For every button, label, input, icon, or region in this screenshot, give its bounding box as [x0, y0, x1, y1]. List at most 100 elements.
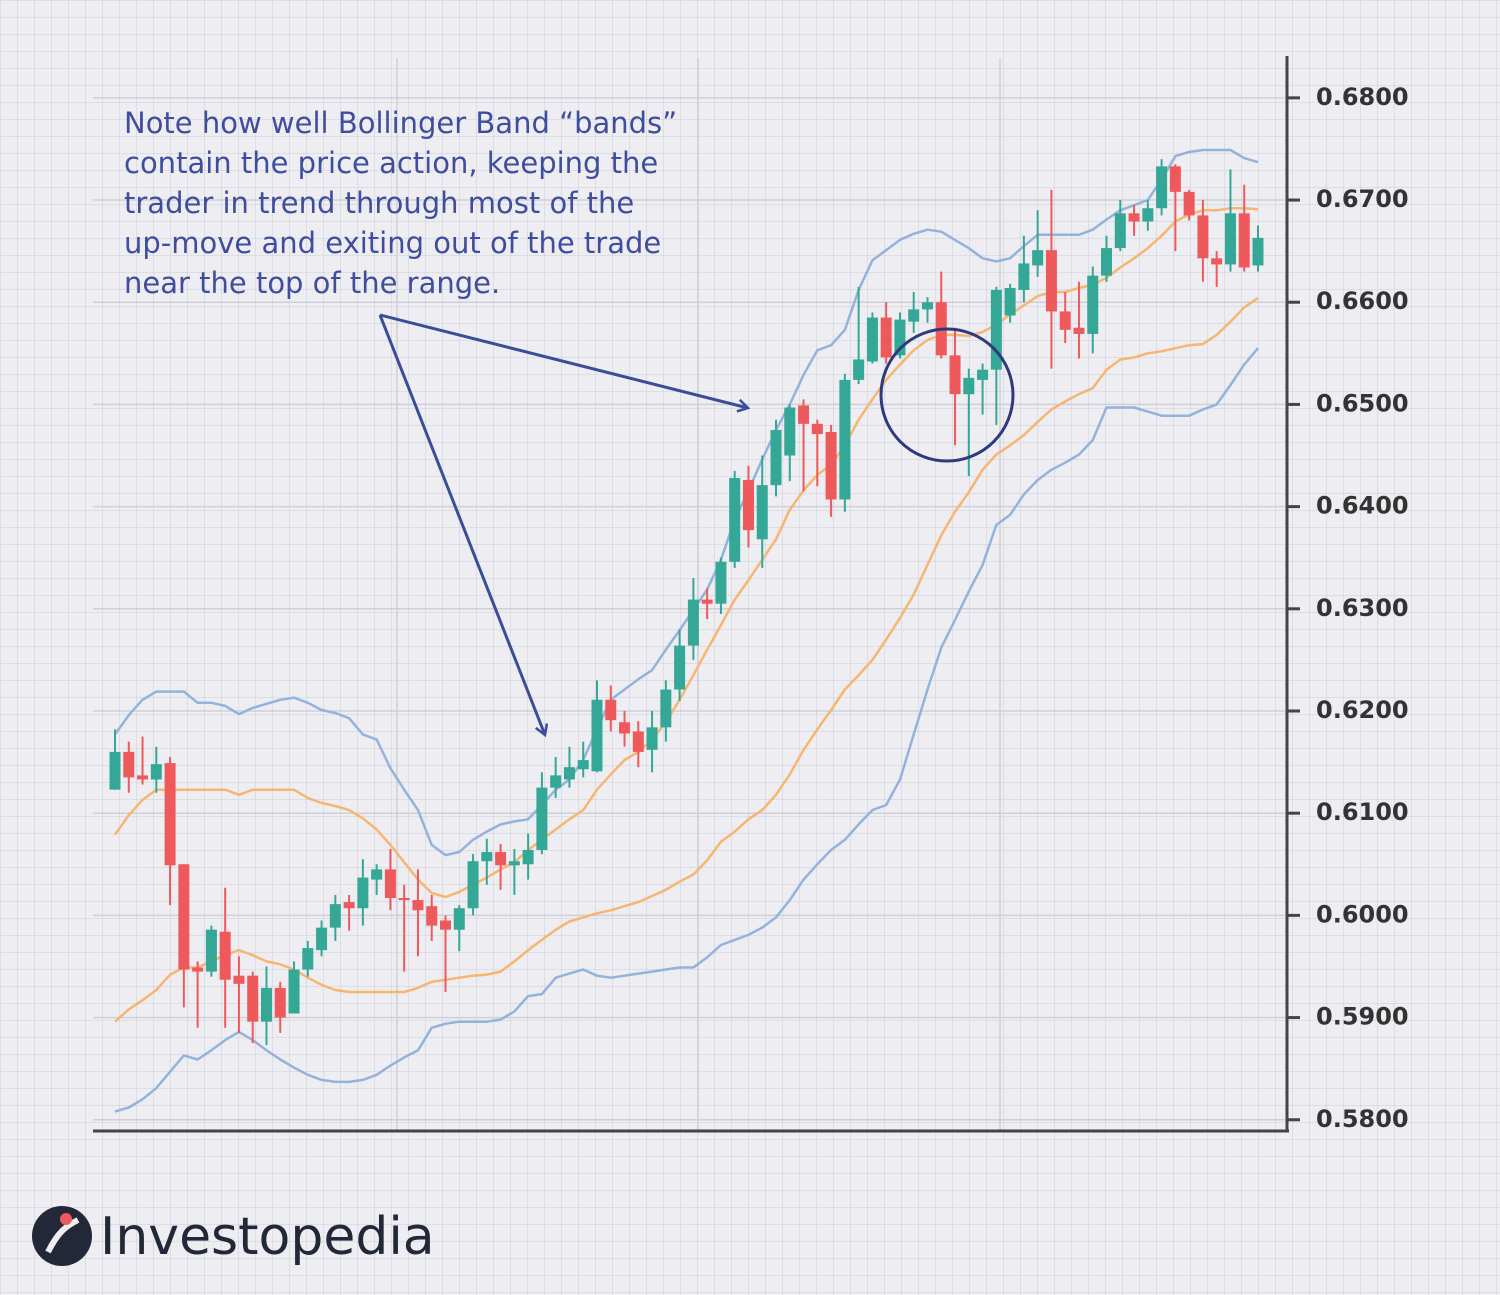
candle-body [1197, 215, 1209, 259]
candle-body [1252, 237, 1264, 266]
candle-body [660, 689, 672, 728]
y-tick-label: 0.6200 [1316, 696, 1409, 724]
candle-body [1142, 208, 1154, 222]
candle-body [825, 432, 837, 500]
candle-body [178, 864, 190, 970]
candle-body [495, 852, 507, 866]
candle-body [1101, 248, 1113, 276]
candle-body [990, 289, 1002, 370]
candle-body [1128, 213, 1140, 222]
candle-body [550, 775, 562, 788]
candle-body [1238, 213, 1250, 268]
candle-body [701, 599, 713, 604]
candle-body [1045, 250, 1057, 312]
candle-body [522, 849, 534, 865]
logo-dot [60, 1213, 72, 1225]
y-tick-label: 0.5800 [1316, 1105, 1409, 1133]
candle-body [1156, 166, 1168, 209]
candle-body [508, 861, 520, 866]
candle-body [150, 764, 162, 780]
candle-body [591, 699, 603, 772]
y-tick-label: 0.6000 [1316, 900, 1409, 928]
candle-body [563, 767, 575, 780]
candle-body [288, 969, 300, 1014]
candle-body [343, 902, 355, 909]
candle-body [1169, 166, 1181, 192]
candle-body [646, 727, 658, 750]
candle-body [481, 852, 493, 862]
candle-body [1032, 250, 1044, 266]
candle-body [977, 369, 989, 380]
candle-body [619, 722, 631, 734]
band-line [114, 297, 1259, 1023]
candle-body [811, 423, 823, 435]
candle-body [729, 478, 741, 562]
logo-text: Investopedia [100, 1207, 435, 1267]
candle-body [192, 967, 204, 972]
candle-body [219, 931, 231, 980]
candle-body [1004, 287, 1016, 316]
candle-body [605, 699, 617, 721]
candle-body [164, 763, 176, 866]
highlight-circle [879, 327, 1015, 463]
candle-body [1073, 327, 1085, 334]
y-tick-label: 0.6300 [1316, 594, 1409, 622]
candle-body [412, 900, 424, 911]
arrow [379, 313, 748, 408]
candle-body [784, 407, 796, 456]
annotation-line: up-move and exiting out of the trade [124, 226, 661, 260]
candle-body [632, 731, 644, 752]
candles [109, 159, 1264, 1046]
candle-body [123, 751, 135, 778]
candle-body [357, 877, 369, 909]
y-tick-label: 0.6800 [1316, 83, 1409, 111]
candle-body [274, 987, 286, 1018]
candle-body [384, 869, 396, 899]
candle-body [1114, 213, 1126, 249]
logo-stroke [45, 1217, 80, 1254]
band-line [113, 206, 1259, 899]
candle-body [536, 787, 548, 850]
candle-body [866, 317, 878, 362]
candle-body [371, 869, 383, 880]
candle-body [1224, 213, 1236, 265]
candle-body [205, 929, 217, 972]
y-tick-label: 0.6400 [1316, 492, 1409, 520]
annotation-line: near the top of the range. [124, 266, 500, 300]
annotation-line: trader in trend through most of the [124, 186, 634, 220]
annotation-line: contain the price action, keeping the [124, 146, 658, 180]
candle-body [316, 927, 328, 951]
candle-body [426, 906, 438, 926]
candle-body [853, 359, 865, 380]
candle-body [715, 561, 727, 604]
candle-body [756, 485, 768, 540]
annotation-line: Note how well Bollinger Band “bands” [124, 106, 677, 140]
candle-body [260, 987, 272, 1022]
arrow [378, 314, 545, 735]
candle-body [577, 760, 589, 770]
candle-body [398, 898, 410, 901]
y-tick-label: 0.6500 [1316, 389, 1409, 417]
band-line [114, 347, 1259, 1113]
candle-body [894, 319, 906, 356]
candle-body [453, 908, 465, 930]
candle-body [921, 302, 933, 310]
candle-body [302, 948, 314, 970]
candle-body [467, 861, 479, 909]
candle-body [770, 429, 782, 486]
candle-body [1059, 311, 1071, 330]
candle-body [1211, 258, 1223, 265]
candle-body [440, 920, 452, 930]
candle-body [1087, 275, 1099, 334]
candle-body [233, 975, 245, 984]
annotation: Note how well Bollinger Band “bands” con… [124, 106, 1015, 735]
candle-body [798, 405, 810, 424]
logo: Investopedia [32, 1206, 435, 1267]
candle-body [839, 379, 851, 500]
candle-body [247, 975, 259, 1022]
candle-body [908, 309, 920, 322]
bands [113, 148, 1259, 1113]
candle-body [880, 317, 892, 358]
candle-body [742, 480, 754, 531]
candle-body [963, 377, 975, 395]
